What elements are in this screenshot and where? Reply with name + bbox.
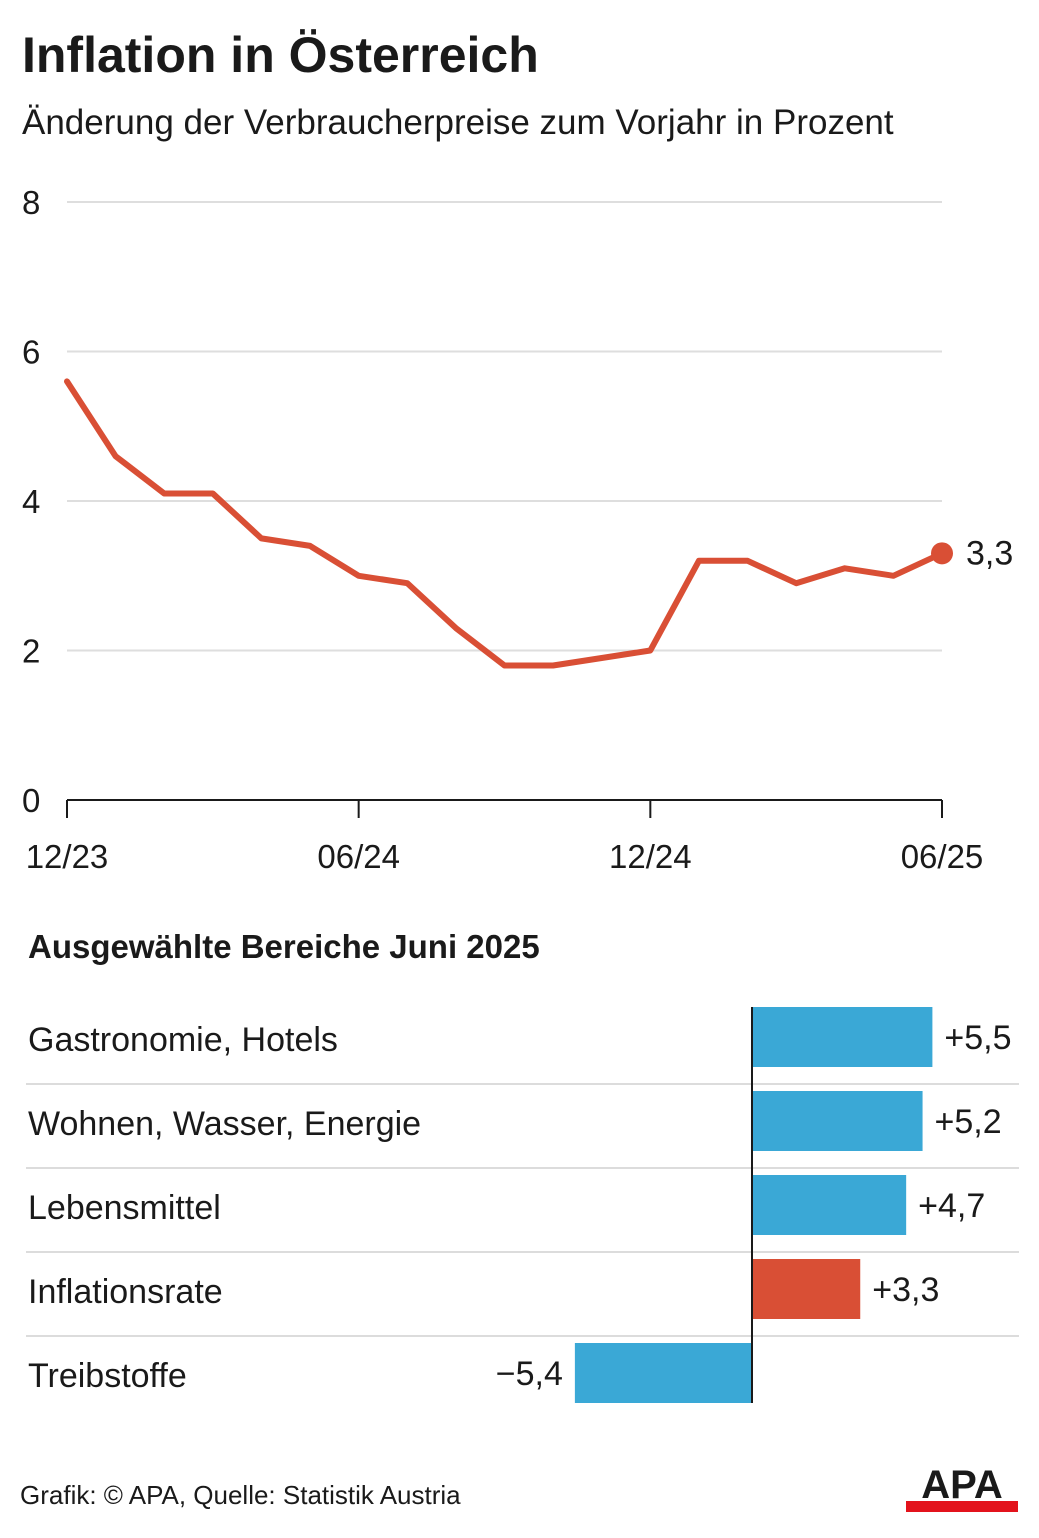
category-label: Treibstoffe bbox=[28, 1357, 187, 1395]
chart-title: Inflation in Österreich bbox=[22, 27, 539, 83]
inflation-line bbox=[64, 378, 945, 669]
category-label: Lebensmittel bbox=[28, 1189, 221, 1227]
end-point bbox=[931, 542, 953, 565]
logo-bar bbox=[906, 1501, 1018, 1512]
category-label: Gastronomie, Hotels bbox=[28, 1021, 338, 1059]
bar bbox=[752, 1007, 933, 1067]
x-tick-label: 06/25 bbox=[901, 838, 984, 875]
value-label: +3,3 bbox=[872, 1271, 939, 1309]
bar bbox=[752, 1175, 907, 1235]
source-note: Grafik: © APA, Quelle: Statistik Austria bbox=[20, 1480, 461, 1510]
value-label: +5,5 bbox=[944, 1019, 1011, 1057]
x-tick-label: 06/24 bbox=[317, 838, 400, 875]
bar bbox=[752, 1259, 861, 1319]
y-tick-label: 6 bbox=[22, 334, 40, 371]
value-label: +5,2 bbox=[935, 1103, 1002, 1141]
y-tick-label: 2 bbox=[22, 633, 40, 670]
chart-subtitle: Änderung der Verbraucherpreise zum Vorja… bbox=[22, 103, 894, 142]
end-value-label: 3,3 bbox=[966, 534, 1013, 572]
x-tick-label: 12/24 bbox=[609, 838, 692, 875]
value-label: −5,4 bbox=[496, 1355, 563, 1393]
category-label: Inflationsrate bbox=[28, 1273, 223, 1311]
category-label: Wohnen, Wasser, Energie bbox=[28, 1105, 421, 1143]
apa-logo: APA bbox=[906, 1463, 1018, 1512]
bar-chart-title: Ausgewählte Bereiche Juni 2025 bbox=[28, 928, 540, 965]
bar bbox=[752, 1091, 923, 1151]
bar bbox=[574, 1343, 752, 1403]
y-tick-label: 4 bbox=[22, 483, 40, 520]
y-tick-label: 8 bbox=[22, 184, 40, 221]
logo-text: APA bbox=[921, 1463, 1002, 1507]
y-tick-label: 0 bbox=[22, 782, 40, 819]
value-label: +4,7 bbox=[918, 1187, 985, 1225]
x-tick-label: 12/23 bbox=[26, 838, 109, 875]
line-chart: 0 2 4 6 8 12/23 06/24 12/24 06/25 3,3 bbox=[22, 184, 1013, 875]
